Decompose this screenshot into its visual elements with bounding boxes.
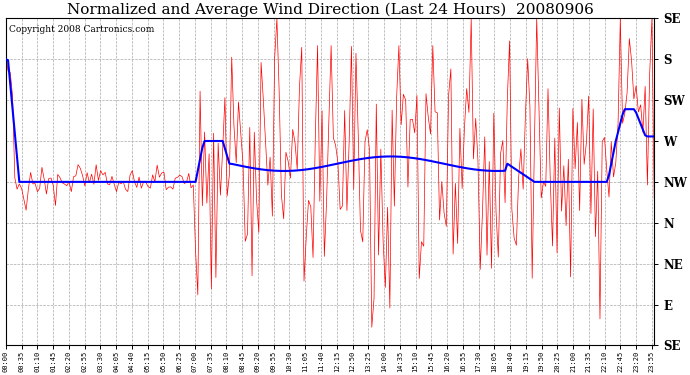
Title: Normalized and Average Wind Direction (Last 24 Hours)  20080906: Normalized and Average Wind Direction (L… (66, 3, 593, 17)
Text: Copyright 2008 Cartronics.com: Copyright 2008 Cartronics.com (9, 25, 155, 34)
